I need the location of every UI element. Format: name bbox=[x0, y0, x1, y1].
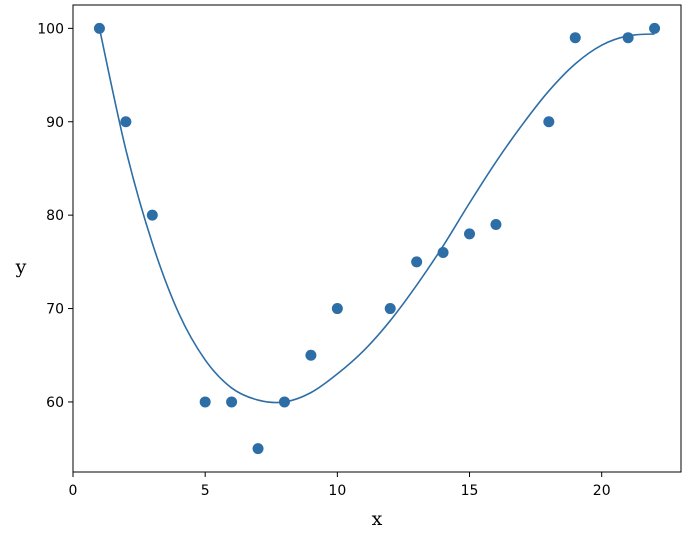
data-point bbox=[252, 443, 264, 455]
data-point bbox=[543, 116, 555, 128]
data-point bbox=[305, 349, 317, 361]
x-axis-label: x bbox=[372, 508, 383, 530]
data-point bbox=[331, 303, 343, 315]
data-point bbox=[411, 256, 423, 268]
fit-curve bbox=[98, 28, 655, 404]
x-tick-label: 10 bbox=[328, 483, 346, 499]
y-tick-label: 70 bbox=[46, 302, 64, 318]
x-tick-label: 5 bbox=[201, 483, 210, 499]
data-point bbox=[120, 116, 132, 128]
y-tick-label: 80 bbox=[46, 208, 64, 224]
data-point bbox=[278, 396, 290, 408]
y-tick-label: 100 bbox=[37, 21, 64, 37]
x-tick-label: 0 bbox=[69, 483, 78, 499]
plot-frame bbox=[72, 4, 682, 473]
axes: 0 5 10 15 20 60 70 80 90 100 bbox=[37, 4, 682, 499]
y-axis-label: y bbox=[15, 256, 27, 278]
data-point bbox=[622, 32, 634, 44]
data-point bbox=[437, 247, 449, 259]
data-point bbox=[226, 396, 238, 408]
data-point bbox=[93, 22, 105, 34]
y-tick-label: 60 bbox=[46, 395, 64, 411]
x-tick-label: 15 bbox=[461, 483, 479, 499]
x-tick-label: 20 bbox=[593, 483, 611, 499]
y-tick-label: 90 bbox=[46, 115, 64, 131]
data-point bbox=[384, 303, 396, 315]
data-point bbox=[146, 209, 158, 221]
fit-curve-layer bbox=[98, 28, 655, 404]
data-point bbox=[569, 32, 581, 44]
data-point bbox=[464, 228, 476, 240]
data-point bbox=[490, 218, 502, 230]
data-point bbox=[199, 396, 211, 408]
points-layer bbox=[93, 22, 661, 455]
data-point bbox=[649, 22, 661, 34]
